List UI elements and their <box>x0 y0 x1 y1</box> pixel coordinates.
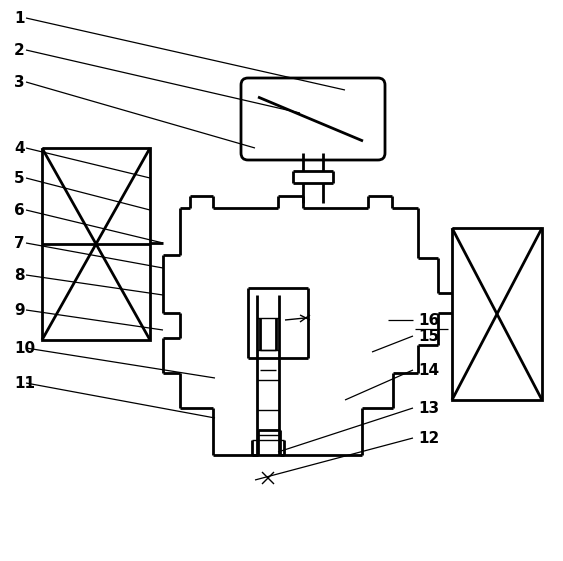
Text: 1: 1 <box>14 11 25 25</box>
Text: 13: 13 <box>418 401 439 416</box>
Text: 8: 8 <box>14 268 25 283</box>
Text: 16: 16 <box>418 312 439 328</box>
Text: 15: 15 <box>418 329 439 343</box>
Text: 5: 5 <box>14 171 25 186</box>
Text: 12: 12 <box>418 430 439 445</box>
Text: 2: 2 <box>14 43 25 57</box>
Text: 9: 9 <box>14 302 25 318</box>
Text: 6: 6 <box>14 203 25 218</box>
Text: 14: 14 <box>418 362 439 378</box>
Text: 11: 11 <box>14 375 35 390</box>
Text: 10: 10 <box>14 341 35 356</box>
Text: 7: 7 <box>14 236 25 251</box>
Text: 4: 4 <box>14 140 25 155</box>
Text: 3: 3 <box>14 75 25 90</box>
